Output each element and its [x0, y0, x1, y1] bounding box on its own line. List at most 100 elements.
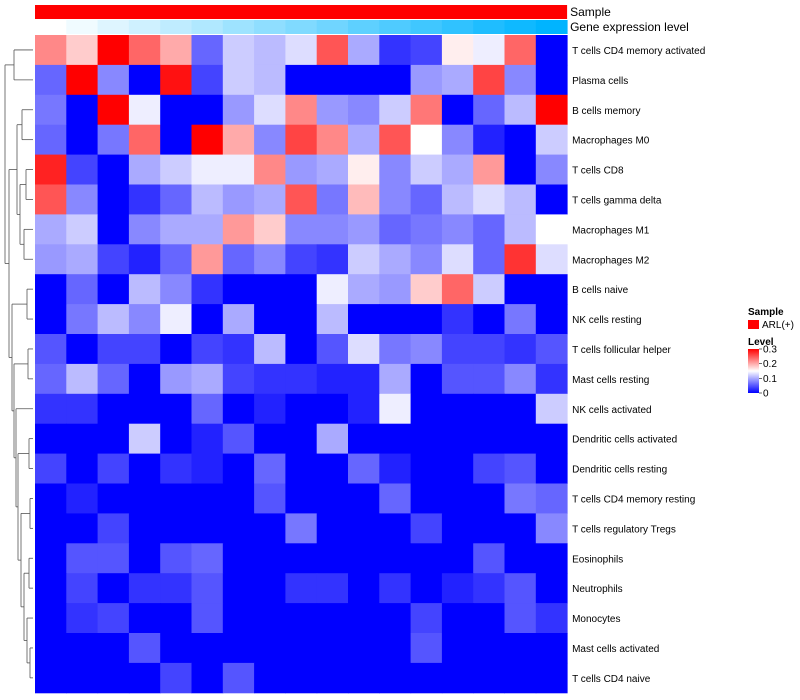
- heatmap-cell: [379, 64, 412, 96]
- heatmap-cell: [128, 334, 161, 365]
- heatmap-cell: [441, 124, 474, 156]
- heatmap-cell: [35, 603, 67, 634]
- heatmap-cell: [160, 573, 192, 604]
- heatmap-cell: [473, 274, 505, 305]
- heatmap-cell: [504, 274, 537, 305]
- heatmap-cell: [222, 124, 255, 156]
- heatmap-cell: [128, 543, 161, 574]
- heatmap-cell: [535, 334, 568, 365]
- heatmap-cell: [473, 393, 505, 425]
- heatmap-cell: [128, 633, 161, 664]
- gene-expression-cell: [348, 20, 380, 34]
- heatmap-cell: [254, 603, 286, 634]
- heatmap-cell: [160, 244, 192, 275]
- heatmap-cell: [66, 154, 99, 185]
- heatmap-cell: [348, 363, 380, 395]
- heatmap-cell: [254, 274, 286, 305]
- heatmap-cell: [222, 603, 255, 634]
- heatmap-cell: [316, 124, 349, 156]
- heatmap-cell: [97, 543, 130, 574]
- heatmap-cell: [348, 64, 380, 96]
- heatmap-cell: [285, 94, 318, 126]
- heatmap-cell: [191, 633, 224, 664]
- heatmap-cell: [504, 573, 537, 604]
- heatmap-cell: [160, 453, 192, 484]
- heatmap-cell: [128, 453, 161, 484]
- heatmap-cell: [35, 483, 67, 514]
- heatmap-cell: [97, 244, 130, 275]
- heatmap-cell: [254, 334, 286, 365]
- heatmap-cell: [191, 363, 224, 395]
- heatmap-cell: [254, 633, 286, 664]
- gene-expression-cell: [410, 20, 443, 34]
- gene-expression-cell: [160, 20, 192, 34]
- heatmap-cell: [504, 393, 537, 425]
- heatmap-cell: [473, 363, 505, 395]
- heatmap-cell: [473, 633, 505, 664]
- heatmap-cell: [35, 94, 67, 126]
- heatmap-cell: [66, 393, 99, 425]
- heatmap-cell: [316, 304, 349, 335]
- heatmap-cell: [504, 633, 537, 664]
- heatmap-cell: [191, 543, 224, 574]
- heatmap-cell: [285, 334, 318, 365]
- heatmap-cell: [535, 244, 568, 275]
- heatmap-cell: [254, 124, 286, 156]
- heatmap-cell: [35, 124, 67, 156]
- heatmap-cell: [128, 214, 161, 245]
- heatmap-cell: [35, 64, 67, 96]
- heatmap-cell: [379, 363, 412, 395]
- heatmap-cell: [348, 662, 380, 694]
- heatmap-cell: [254, 154, 286, 185]
- heatmap-cell: [473, 543, 505, 574]
- heatmap-cell: [441, 423, 474, 455]
- heatmap-cell: [348, 94, 380, 126]
- heatmap-cell: [66, 334, 99, 365]
- heatmap-cell: [410, 304, 443, 335]
- heatmap-cell: [535, 64, 568, 96]
- row-dendrogram: [4, 49, 33, 679]
- heatmap-cell: [410, 94, 443, 126]
- heatmap-cell: [379, 662, 412, 694]
- heatmap-cell: [348, 214, 380, 245]
- row-label: Dendritic cells resting: [572, 465, 667, 476]
- heatmap-cell: [379, 573, 412, 604]
- heatmap-cell: [535, 633, 568, 664]
- heatmap-cell: [128, 304, 161, 335]
- heatmap-cell: [97, 633, 130, 664]
- heatmap-cell: [35, 423, 67, 455]
- heatmap-cell: [160, 423, 192, 455]
- gene-expression-annotation-label: Gene expression level: [570, 20, 689, 34]
- heatmap-cell: [348, 573, 380, 604]
- heatmap-cell: [128, 603, 161, 634]
- row-label: T cells gamma delta: [572, 195, 662, 206]
- heatmap-cell: [254, 453, 286, 484]
- heatmap-cell: [504, 214, 537, 245]
- heatmap-cell: [504, 244, 537, 275]
- heatmap-cell: [128, 244, 161, 275]
- heatmap-cell: [316, 483, 349, 514]
- heatmap-cell: [504, 64, 537, 96]
- row-label: Eosinophils: [572, 554, 623, 565]
- heatmap-cell: [97, 214, 130, 245]
- heatmap-cell: [160, 124, 192, 156]
- heatmap-cell: [222, 513, 255, 544]
- heatmap-cell: [316, 214, 349, 245]
- heatmap-cell: [35, 334, 67, 365]
- heatmap-cell: [66, 214, 99, 245]
- heatmap-cell: [254, 35, 286, 66]
- heatmap-cell: [66, 184, 99, 215]
- heatmap-cell: [348, 423, 380, 455]
- heatmap-cell: [285, 154, 318, 185]
- heatmap-cell: [128, 274, 161, 305]
- level-legend-tick-label: 0: [763, 389, 769, 400]
- heatmap-cell: [410, 453, 443, 484]
- heatmap-cell: [473, 483, 505, 514]
- heatmap-cell: [504, 662, 537, 694]
- heatmap-cell: [535, 453, 568, 484]
- heatmap-cell: [97, 603, 130, 634]
- heatmap-cell: [316, 662, 349, 694]
- heatmap-cell: [35, 513, 67, 544]
- heatmap-cell: [285, 662, 318, 694]
- heatmap-cell: [254, 363, 286, 395]
